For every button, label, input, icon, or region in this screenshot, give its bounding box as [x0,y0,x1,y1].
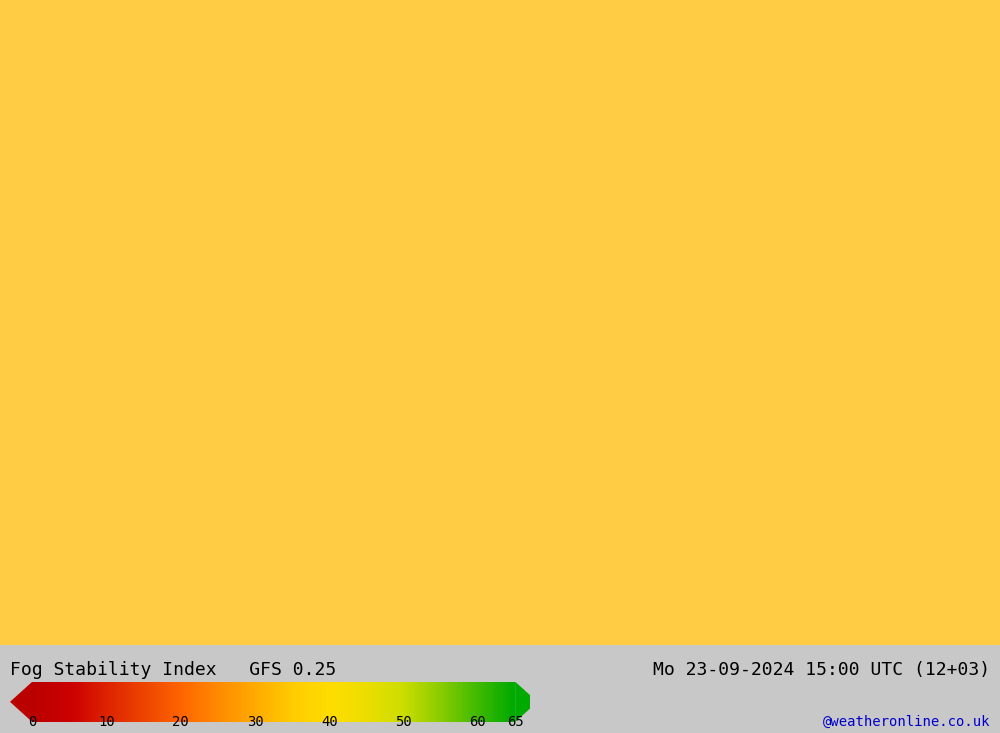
Text: 20: 20 [172,715,189,729]
Text: Mo 23-09-2024 15:00 UTC (12+03): Mo 23-09-2024 15:00 UTC (12+03) [653,661,990,679]
Text: 65: 65 [507,715,524,729]
Text: 50: 50 [395,715,412,729]
Text: 0: 0 [28,715,36,729]
Text: 40: 40 [321,715,338,729]
Polygon shape [10,682,32,722]
Text: @weatheronline.co.uk: @weatheronline.co.uk [822,715,990,729]
Text: 10: 10 [98,715,115,729]
Text: 30: 30 [247,715,264,729]
Text: Fog Stability Index   GFS 0.25: Fog Stability Index GFS 0.25 [10,661,336,679]
Text: 60: 60 [470,715,486,729]
Polygon shape [515,682,537,722]
